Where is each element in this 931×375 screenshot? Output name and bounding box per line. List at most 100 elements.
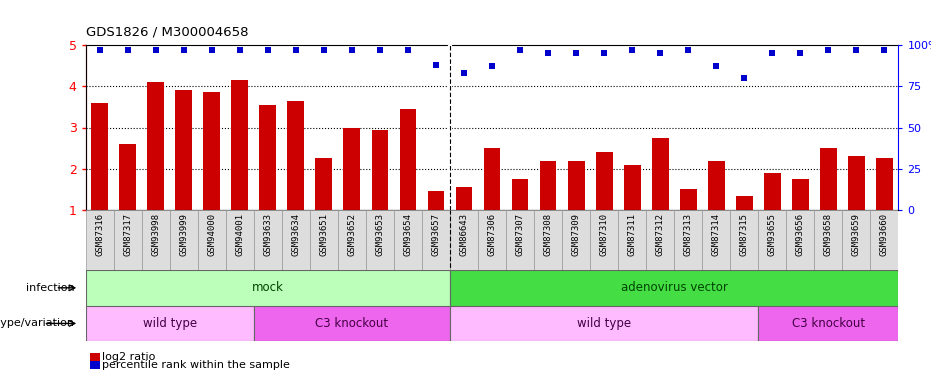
Text: GSM87316: GSM87316	[95, 213, 104, 256]
Bar	[843, 210, 870, 274]
Bar	[422, 210, 450, 274]
Point	[653, 50, 668, 56]
Bar	[562, 210, 590, 274]
Bar	[787, 210, 815, 274]
Text: GSM93660: GSM93660	[880, 213, 889, 256]
Bar	[820, 148, 837, 210]
Bar	[758, 306, 898, 341]
Bar	[427, 191, 444, 210]
Bar	[316, 158, 332, 210]
Bar	[450, 306, 758, 341]
Text: wild type: wild type	[577, 317, 631, 330]
Text: log2 ratio: log2 ratio	[102, 352, 155, 362]
Text: GSM93633: GSM93633	[263, 213, 273, 256]
Text: GSM94001: GSM94001	[236, 213, 244, 256]
Bar	[590, 210, 618, 274]
Bar	[730, 210, 758, 274]
Point	[625, 47, 640, 53]
Point	[289, 47, 304, 53]
Bar	[86, 306, 254, 341]
Text: GSM93658: GSM93658	[824, 213, 833, 256]
Text: GSM93654: GSM93654	[403, 213, 412, 256]
Bar	[652, 138, 668, 210]
Text: GSM86643: GSM86643	[460, 213, 468, 256]
Text: GSM93999: GSM93999	[180, 213, 188, 256]
Bar	[254, 210, 282, 274]
Text: GSM87312: GSM87312	[655, 213, 665, 256]
Bar	[702, 210, 730, 274]
Bar	[568, 160, 585, 210]
Bar	[483, 148, 501, 210]
Bar	[344, 128, 360, 210]
Bar	[792, 179, 809, 210]
Point	[233, 47, 248, 53]
Text: GSM93652: GSM93652	[347, 213, 357, 256]
Text: GSM93656: GSM93656	[796, 213, 804, 256]
Text: infection: infection	[26, 283, 74, 293]
Point	[92, 47, 107, 53]
Bar	[203, 93, 220, 210]
Bar	[506, 210, 534, 274]
Bar	[399, 109, 416, 210]
Bar	[815, 210, 843, 274]
Bar	[478, 210, 506, 274]
Text: GSM93655: GSM93655	[768, 213, 776, 256]
Text: GSM87314: GSM87314	[711, 213, 721, 256]
Point	[372, 47, 387, 53]
Point	[261, 47, 276, 53]
Point	[456, 70, 471, 76]
Point	[484, 63, 499, 69]
Point	[148, 47, 163, 53]
Bar	[86, 210, 114, 274]
Bar	[119, 144, 136, 210]
Point	[877, 47, 892, 53]
Bar	[758, 210, 787, 274]
Bar	[142, 210, 169, 274]
Bar	[876, 158, 893, 210]
Text: GSM87306: GSM87306	[488, 213, 496, 256]
Point	[176, 47, 191, 53]
Point	[597, 50, 612, 56]
Bar	[226, 210, 254, 274]
Text: GSM87315: GSM87315	[740, 213, 749, 256]
Text: GSM87313: GSM87313	[683, 213, 693, 256]
Point	[120, 47, 135, 53]
Text: C3 knockout: C3 knockout	[791, 317, 865, 330]
Point	[569, 50, 584, 56]
Bar	[197, 210, 226, 274]
Text: mock: mock	[252, 281, 284, 294]
Bar	[169, 210, 197, 274]
Text: C3 knockout: C3 knockout	[316, 317, 388, 330]
Text: GSM87311: GSM87311	[627, 213, 637, 256]
Bar	[254, 306, 450, 341]
Text: GSM94000: GSM94000	[208, 213, 216, 256]
Text: GSM87309: GSM87309	[572, 213, 581, 256]
Point	[681, 47, 695, 53]
Point	[736, 75, 751, 81]
Text: GSM93634: GSM93634	[291, 213, 301, 256]
Bar	[708, 160, 724, 210]
Bar	[450, 270, 898, 306]
Bar	[288, 101, 304, 210]
Bar	[674, 210, 702, 274]
Text: adenovirus vector: adenovirus vector	[621, 281, 728, 294]
Point	[793, 50, 808, 56]
Text: genotype/variation: genotype/variation	[0, 318, 74, 328]
Bar	[764, 173, 781, 210]
Text: GSM93657: GSM93657	[431, 213, 440, 256]
Text: GSM87307: GSM87307	[516, 213, 524, 256]
Bar	[680, 189, 696, 210]
Bar	[282, 210, 310, 274]
Bar	[371, 130, 388, 210]
Bar	[735, 196, 752, 210]
Bar	[366, 210, 394, 274]
Bar	[646, 210, 674, 274]
Bar	[338, 210, 366, 274]
Bar	[86, 270, 450, 306]
Text: GSM93998: GSM93998	[151, 213, 160, 256]
Bar	[394, 210, 422, 274]
Bar	[232, 80, 249, 210]
Text: percentile rank within the sample: percentile rank within the sample	[102, 360, 290, 370]
Point	[400, 47, 415, 53]
Point	[708, 63, 723, 69]
